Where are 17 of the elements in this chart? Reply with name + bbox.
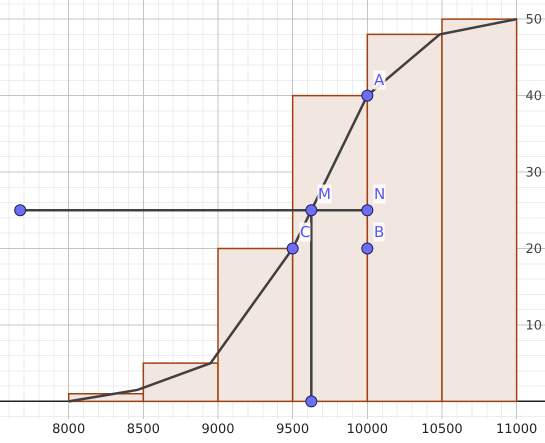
annotation: M xyxy=(318,185,331,203)
x-tick-label: 8500 xyxy=(126,422,160,437)
annotation: N xyxy=(374,185,386,203)
x-tick-label: 10500 xyxy=(421,422,463,437)
annotation: C xyxy=(300,223,310,241)
x-tick-label: 9000 xyxy=(201,422,235,437)
annotation: B xyxy=(374,223,384,241)
y-tick-label: 50 xyxy=(525,12,542,28)
y-tick-label: 40 xyxy=(525,89,542,104)
y-tick-label: 10 xyxy=(525,318,542,334)
x-tick-label: 8000 xyxy=(52,422,86,437)
y-tick-label: 20 xyxy=(525,242,542,258)
x-tick-label: 11000 xyxy=(496,422,538,437)
x-tick-label: 10000 xyxy=(346,422,388,437)
annotation: A xyxy=(374,71,385,89)
x-tick-label: 9500 xyxy=(276,422,310,437)
y-tick-label: 30 xyxy=(525,166,542,181)
